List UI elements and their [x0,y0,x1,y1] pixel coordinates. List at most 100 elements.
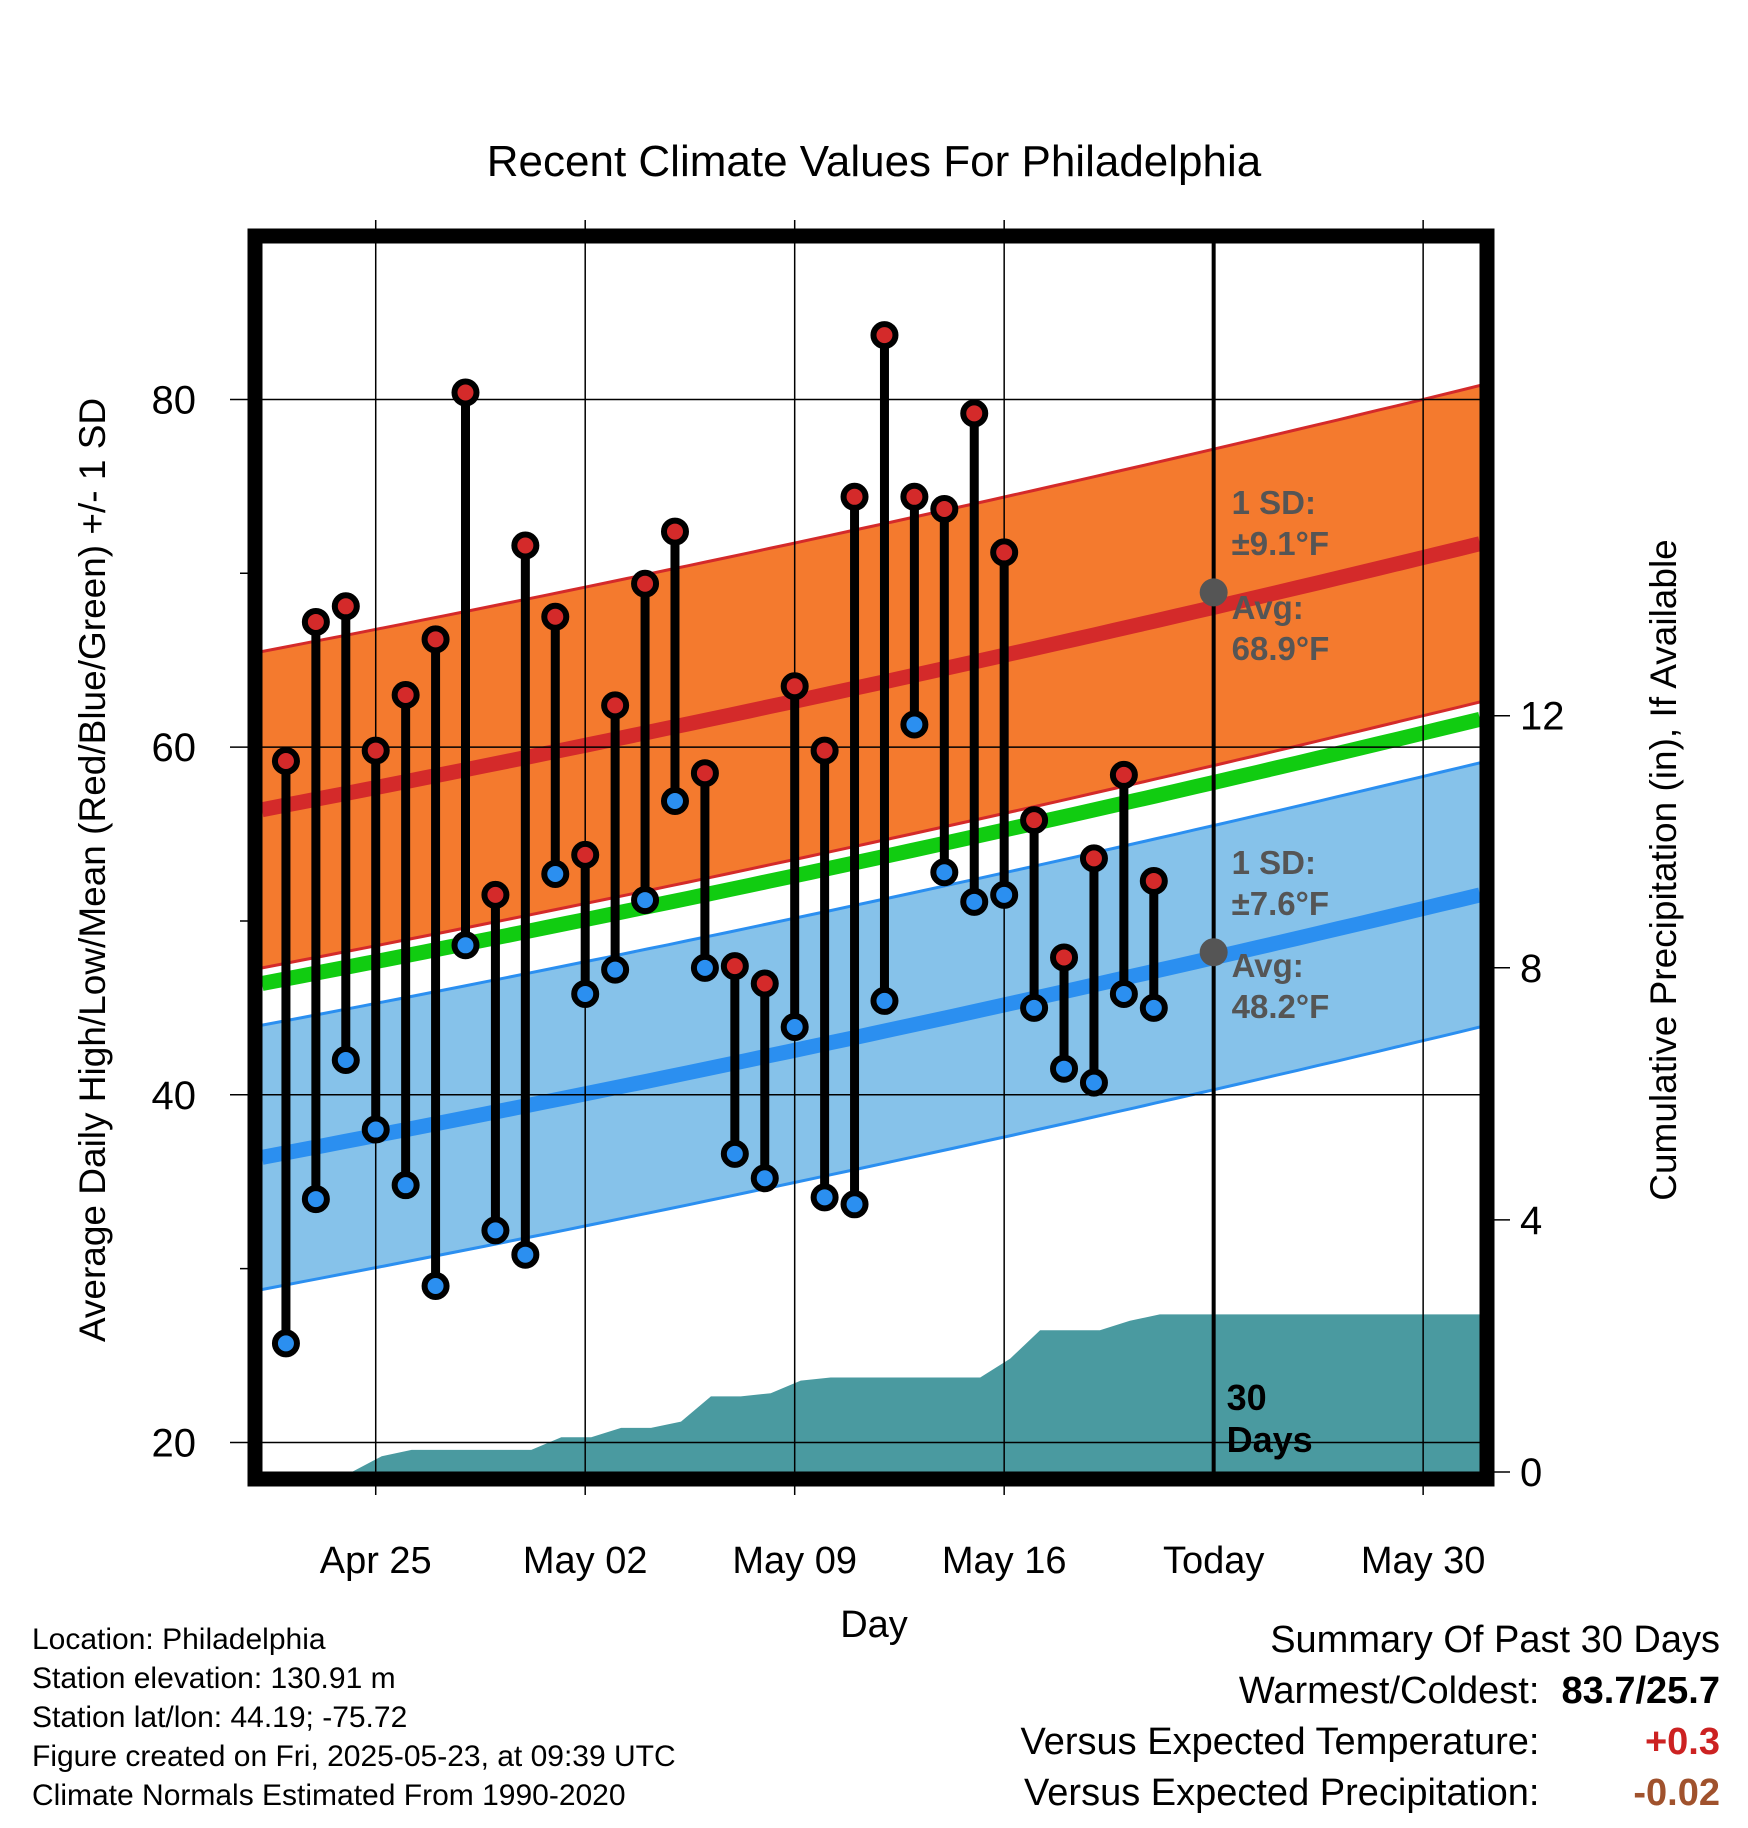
summary-title: Summary Of Past 30 Days [1270,1619,1720,1661]
low-point [331,1046,360,1075]
low-point [451,931,480,960]
elevation-text: Station elevation: 130.91 m [32,1662,396,1695]
high-point [1109,760,1138,789]
y2-tick-label: 0 [1520,1451,1542,1495]
chart-title: Recent Climate Values For Philadelphia [487,137,1262,186]
high-avg-marker [1199,578,1228,607]
high-point [391,680,420,709]
high-sd-band [262,385,1480,968]
low-avg-label: Avg: [1232,947,1304,984]
annotations: 1 SD: ±9.1°F Avg: 68.9°F 1 SD: ±7.6°F Avg: 48.2… [1199,484,1330,1460]
high-point [421,625,450,654]
y-tick-label: 80 [152,378,197,422]
days-label: Days [1227,1419,1313,1460]
days-count: 30 [1227,1377,1267,1418]
low-point [870,986,899,1015]
high-point [1050,943,1079,972]
high-point [720,952,749,981]
x-tick-label: May 02 [523,1540,648,1582]
low-point [571,979,600,1008]
high-point [271,747,300,776]
temp-value: +0.3 [1644,1721,1720,1763]
normal-bands [262,384,1480,1291]
low-point [720,1139,749,1168]
high-point [990,538,1019,567]
high-avg-label: Avg: [1232,589,1304,626]
high-point [810,736,839,765]
summary-precip-row: Versus Expected Precipitation: -0.02 [1021,1768,1720,1819]
x-axis-label: Day [840,1604,908,1646]
high-point [451,378,480,407]
y-axis-label: Average Daily High/Low/Mean (Red/Blue/Gr… [72,398,113,1342]
high-point [840,482,869,511]
low-point [541,860,570,889]
low-point [840,1190,869,1219]
high-point [301,607,330,636]
low-point [690,953,719,982]
low-sd-upper-line [262,761,1480,1027]
station-info: Location: Philadelphia Station elevation… [32,1620,676,1815]
low-point [481,1216,510,1245]
precipitation-fill [262,1314,1480,1472]
high-point [511,531,540,560]
low-point [990,880,1019,909]
precipitation-area [262,1314,1480,1472]
low-point [1050,1054,1079,1083]
low-point [271,1329,300,1358]
axes: 20 40 60 80 0 4 8 12 Apr 25 May 02 May 09 May 16 Tod… [152,378,1565,1582]
low-point [960,887,989,916]
low-sd-lower-line [262,1025,1480,1291]
low-point [1020,993,1049,1022]
low-point [810,1183,839,1212]
low-point [301,1185,330,1214]
plot-frame [247,228,1495,1487]
summary-temp-row: Versus Expected Temperature: +0.3 [1021,1717,1720,1768]
high-point [601,691,630,720]
temp-label: Versus Expected Temperature: [1020,1721,1540,1763]
low-point [511,1240,540,1269]
low-point [900,710,929,739]
summary-warm-cold-row: Warmest/Coldest: 83.7/25.7 [1021,1666,1720,1717]
y2-tick-label: 8 [1520,947,1542,991]
low-point [780,1012,809,1041]
low-point [601,955,630,984]
high-point [361,736,390,765]
low-point [1139,993,1168,1022]
y2-tick-label: 4 [1520,1199,1542,1243]
high-point [331,592,360,621]
low-point [391,1171,420,1200]
high-point [631,569,660,598]
low-point [421,1271,450,1300]
low-avg-marker [1199,938,1228,967]
precip-value: -0.02 [1633,1772,1720,1814]
x-tick-label: Today [1163,1540,1264,1582]
low-sd-label: 1 SD: [1232,844,1316,881]
low-point [1079,1068,1108,1097]
warm-cold-label: Warmest/Coldest: [1238,1670,1540,1712]
x-tick-label: May 16 [942,1540,1067,1582]
low-point [1109,979,1138,1008]
x-tick-label: Apr 25 [320,1540,432,1582]
high-point [750,969,779,998]
low-point [361,1115,390,1144]
high-point [541,602,570,631]
high-point [960,399,989,428]
low-sd-value: ±7.6°F [1232,885,1329,922]
y-tick-label: 40 [152,1074,197,1118]
latlon-text: Station lat/lon: 44.19; -75.72 [32,1701,408,1734]
x-tick-label: May 09 [732,1540,857,1582]
precip-label: Versus Expected Precipitation: [1024,1772,1540,1814]
high-point [690,759,719,788]
high-sd-label: 1 SD: [1232,484,1316,521]
daily-points [271,321,1168,1358]
high-point [1020,806,1049,835]
y2-axis-label: Cumulative Precipitation (in), If Availa… [1643,539,1684,1201]
warm-cold-value: 83.7/25.7 [1561,1670,1720,1712]
low-point [930,858,959,887]
high-sd-value: ±9.1°F [1232,525,1329,562]
high-point [1139,866,1168,895]
created-text: Figure created on Fri, 2025-05-23, at 09… [32,1740,676,1773]
high-point [780,672,809,701]
low-avg-value: 48.2°F [1232,988,1330,1025]
